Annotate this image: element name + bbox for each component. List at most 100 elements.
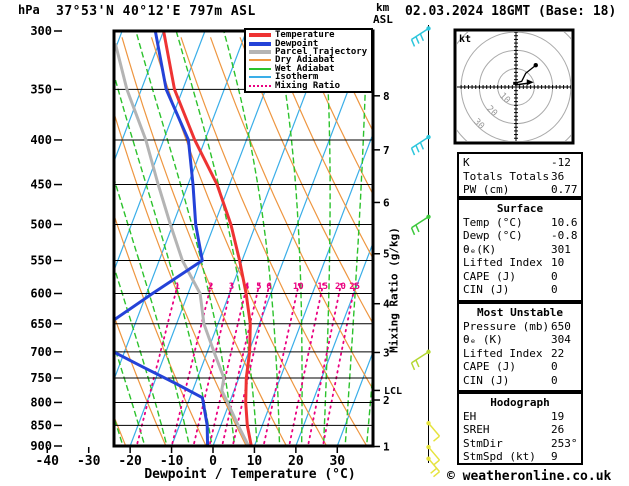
legend-item: Dry Adiabat xyxy=(246,55,371,66)
svg-text:0: 0 xyxy=(209,454,217,469)
legend-line-sample xyxy=(249,59,271,62)
temperature-axis: -40 -30 -20 -10 0 10 20 30 xyxy=(36,447,345,469)
datetime-label: 02.03.2024 18GMT (Base: 18) xyxy=(405,4,617,19)
legend-item: Temperature xyxy=(246,31,371,40)
legend: Temperature Dewpoint Parcel Trajectory Dry … xyxy=(244,28,373,93)
legend-line-sample xyxy=(249,33,271,38)
legend-label: Dry Adiabat xyxy=(275,55,335,66)
pressure-axis-unit: hPa xyxy=(18,3,40,17)
x-axis-label: Dewpoint / Temperature (°C) xyxy=(144,467,356,482)
svg-text:850: 850 xyxy=(30,418,52,432)
legend-item: Parcel Trajectory xyxy=(246,47,371,58)
storm-motion-vector xyxy=(514,82,528,86)
lcl-label: LCL xyxy=(384,386,402,397)
svg-text:450: 450 xyxy=(30,178,52,192)
svg-text:10: 10 xyxy=(293,282,304,292)
table-row-value: 0.77 xyxy=(551,183,578,196)
table-row: StmDir 253° xyxy=(459,437,581,451)
table-row-label: θₑ (K) xyxy=(463,333,503,346)
table-row: PW (cm) 0.77 xyxy=(459,183,581,197)
table-row-label: θₑ(K) xyxy=(463,242,497,256)
svg-text:3: 3 xyxy=(383,346,390,359)
legend-label: Wet Adiabat xyxy=(275,63,335,74)
svg-text:5: 5 xyxy=(383,248,390,261)
legend-item: Mixing Ratio xyxy=(246,80,371,91)
table-row-value: 10 xyxy=(551,256,565,269)
legend-item: Wet Adiabat xyxy=(246,63,371,74)
table-row: K -12 xyxy=(459,156,581,170)
table-row: CAPE (J) 0 xyxy=(459,270,581,284)
svg-text:400: 400 xyxy=(30,133,52,147)
station-title: 37°53'N 40°12'E 797m ASL xyxy=(56,4,256,19)
table-row-label: PW (cm) xyxy=(463,183,510,196)
table-row-label: Temp (°C) xyxy=(463,215,523,229)
svg-text:750: 750 xyxy=(30,371,52,385)
table-row: Lifted Index 10 xyxy=(459,256,581,270)
indices-table: K -12 Totals Totals 36 PW (cm) 0.77 xyxy=(457,152,583,198)
svg-text:15: 15 xyxy=(317,282,328,292)
table-row: StmSpd (kt) 9 xyxy=(459,450,581,464)
indices-table: Most Unstable Pressure (mb) 650 θₑ (K) 304 Li… xyxy=(457,302,583,392)
legend-label: Isotherm xyxy=(275,72,319,83)
table-row: Totals Totals 36 xyxy=(459,170,581,184)
svg-text:7: 7 xyxy=(383,144,390,157)
svg-text:6: 6 xyxy=(383,196,390,209)
svg-text:700: 700 xyxy=(30,345,52,359)
table-row-value: -0.8 xyxy=(551,229,578,242)
dewpoint-curve xyxy=(114,31,210,446)
table-row-value: 26 xyxy=(551,423,565,436)
wind-barb xyxy=(410,349,431,371)
altitude-axis-unit: km xyxy=(376,1,390,14)
mixing-ratio-value-labels: 1 2 3 4 5 6 10 15 20 25 xyxy=(175,282,360,292)
table-header: Most Unstable xyxy=(476,306,564,319)
table-row-value: 10.6 xyxy=(551,215,578,229)
plot-border xyxy=(112,29,375,448)
table-row-value: 19 xyxy=(551,409,565,423)
svg-text:500: 500 xyxy=(30,217,52,231)
table-row-label: Lifted Index xyxy=(463,256,543,269)
svg-text:650: 650 xyxy=(30,317,52,331)
legend-label: Mixing Ratio xyxy=(275,80,341,91)
table-row-value: 0 xyxy=(551,269,558,283)
altitude-axis-reference: ASL xyxy=(373,13,393,26)
table-row: θₑ(K) 301 xyxy=(459,243,581,257)
table-row-value: -12 xyxy=(551,156,571,169)
table-header: Surface xyxy=(496,202,544,215)
table-header: Hodograph xyxy=(490,396,550,409)
table-row: θₑ (K) 304 xyxy=(459,333,581,347)
hodograph-trace xyxy=(514,64,537,84)
table-row-value: 253° xyxy=(551,436,578,450)
table-row-value: 301 xyxy=(551,242,571,256)
svg-text:4: 4 xyxy=(383,298,390,311)
svg-text:20: 20 xyxy=(335,282,346,292)
legend-line-sample xyxy=(249,67,271,70)
legend-label: Parcel Trajectory xyxy=(275,47,368,58)
table-row: CIN (J) 0 xyxy=(459,283,581,297)
table-row-label: StmSpd (kt) xyxy=(463,450,536,463)
svg-text:2: 2 xyxy=(383,394,390,407)
wind-barb xyxy=(410,214,431,236)
svg-text:-20: -20 xyxy=(118,454,142,469)
legend-line-sample xyxy=(249,84,271,87)
copyright-label: © weatheronline.co.uk xyxy=(447,469,612,484)
svg-text:20: 20 xyxy=(288,454,304,469)
table-row-label: Lifted Index xyxy=(463,346,543,360)
svg-text:8: 8 xyxy=(383,90,390,103)
table-row: CAPE (J) 0 xyxy=(459,360,581,374)
svg-text:1: 1 xyxy=(175,282,180,292)
pressure-axis: 300 350 400 450 500 550 600 650 700 750 800 850 900 xyxy=(30,24,62,453)
svg-text:6: 6 xyxy=(266,282,271,292)
legend-line-sample xyxy=(249,41,271,46)
svg-text:10: 10 xyxy=(247,454,263,469)
svg-text:25: 25 xyxy=(349,282,360,292)
table-row-value: 36 xyxy=(551,169,565,183)
svg-text:4: 4 xyxy=(244,282,250,292)
wind-barb xyxy=(410,26,431,47)
table-row: Temp (°C) 10.6 xyxy=(459,216,581,230)
table-row-label: SREH xyxy=(463,423,490,436)
wind-barb xyxy=(426,444,441,466)
temperature-curve xyxy=(162,31,253,446)
table-row-label: CAPE (J) xyxy=(463,360,516,373)
